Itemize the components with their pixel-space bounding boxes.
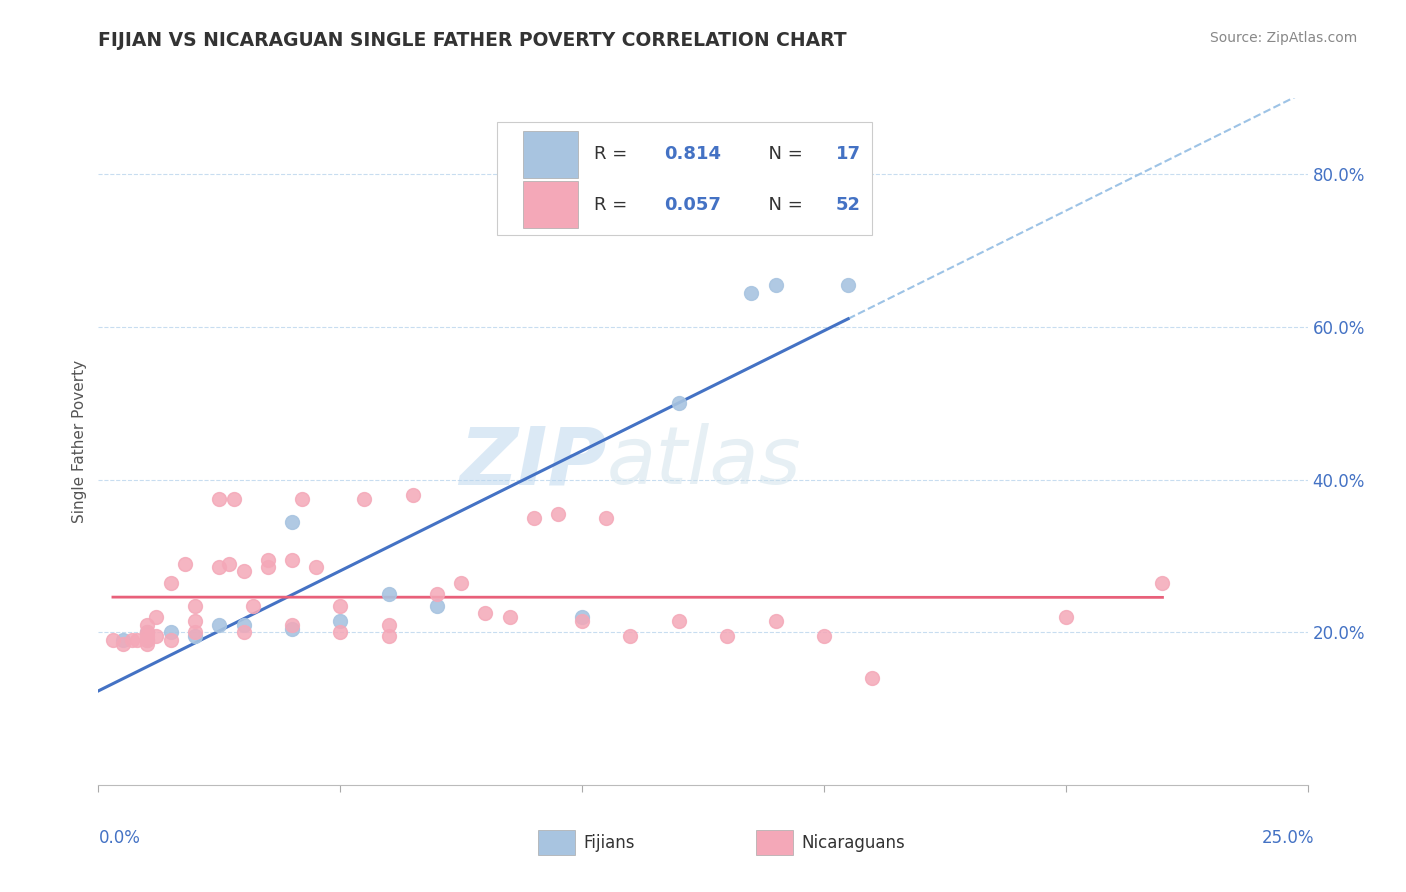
Text: N =: N = <box>758 145 808 163</box>
Point <box>256 553 278 567</box>
Point <box>765 614 787 628</box>
Point <box>121 632 143 647</box>
Text: 0.0%: 0.0% <box>98 830 141 847</box>
Text: Source: ZipAtlas.com: Source: ZipAtlas.com <box>1209 31 1357 45</box>
Point <box>571 610 593 624</box>
Text: FIJIAN VS NICARAGUAN SINGLE FATHER POVERTY CORRELATION CHART: FIJIAN VS NICARAGUAN SINGLE FATHER POVER… <box>98 31 846 50</box>
Point <box>111 632 134 647</box>
Point <box>474 607 496 621</box>
Point <box>222 491 245 506</box>
Point <box>208 560 231 574</box>
Point <box>765 278 787 293</box>
Text: 0.057: 0.057 <box>664 195 721 213</box>
Point <box>174 557 197 571</box>
Point <box>426 599 449 613</box>
Point <box>426 587 449 601</box>
Point <box>232 564 254 578</box>
Point <box>135 625 157 640</box>
Point <box>1152 575 1174 590</box>
FancyBboxPatch shape <box>523 131 578 178</box>
Point <box>135 617 157 632</box>
Point <box>290 491 312 506</box>
Point <box>127 632 149 647</box>
FancyBboxPatch shape <box>498 122 872 235</box>
Point <box>160 625 183 640</box>
Point <box>571 614 593 628</box>
Point <box>450 575 472 590</box>
Point <box>208 491 231 506</box>
Point <box>281 617 304 632</box>
Text: 17: 17 <box>837 145 860 163</box>
Point <box>547 507 569 521</box>
Point <box>101 632 124 647</box>
Point <box>353 491 375 506</box>
Point <box>160 575 183 590</box>
Text: R =: R = <box>595 145 633 163</box>
Text: 0.814: 0.814 <box>664 145 721 163</box>
Point <box>329 614 352 628</box>
Point <box>232 617 254 632</box>
Point <box>184 614 207 628</box>
Text: R =: R = <box>595 195 633 213</box>
Text: ZIP: ZIP <box>458 423 606 501</box>
Point <box>740 285 762 300</box>
Point <box>668 396 690 410</box>
Point <box>281 622 304 636</box>
Point <box>377 617 399 632</box>
Point <box>184 625 207 640</box>
Point <box>145 629 167 643</box>
Point <box>135 632 157 647</box>
FancyBboxPatch shape <box>523 181 578 228</box>
Y-axis label: Single Father Poverty: Single Father Poverty <box>72 360 87 523</box>
Point <box>145 610 167 624</box>
Point <box>111 637 134 651</box>
Point <box>716 629 738 643</box>
Point <box>242 599 264 613</box>
Text: Fijians: Fijians <box>583 834 636 852</box>
Point <box>256 560 278 574</box>
Point <box>135 625 157 640</box>
Point <box>135 632 157 647</box>
Point <box>329 625 352 640</box>
Point <box>498 610 520 624</box>
Point <box>135 637 157 651</box>
Point <box>184 629 207 643</box>
Point <box>377 587 399 601</box>
Point <box>402 488 425 502</box>
Point <box>218 557 240 571</box>
Point <box>281 515 304 529</box>
Point <box>232 625 254 640</box>
Point <box>281 553 304 567</box>
Point <box>523 511 546 525</box>
Text: atlas: atlas <box>606 423 801 501</box>
Point <box>184 599 207 613</box>
Text: 52: 52 <box>837 195 860 213</box>
Point <box>305 560 328 574</box>
Point <box>208 617 231 632</box>
Text: Nicaraguans: Nicaraguans <box>801 834 905 852</box>
Point <box>377 629 399 643</box>
Point <box>329 599 352 613</box>
Point <box>837 278 859 293</box>
Point <box>619 629 641 643</box>
Point <box>668 614 690 628</box>
Point <box>860 671 883 685</box>
Point <box>1054 610 1077 624</box>
Text: N =: N = <box>758 195 808 213</box>
Point <box>595 511 617 525</box>
Text: 25.0%: 25.0% <box>1263 830 1315 847</box>
Point <box>160 632 183 647</box>
Point <box>135 629 157 643</box>
Point <box>813 629 835 643</box>
